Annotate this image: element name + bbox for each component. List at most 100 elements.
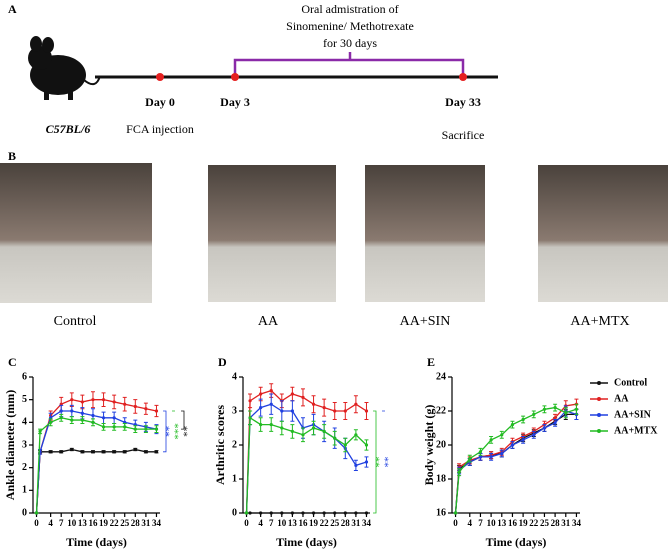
x-tick-label: 0	[453, 518, 458, 528]
point	[154, 409, 159, 413]
point	[364, 409, 369, 413]
point	[133, 427, 137, 431]
point	[123, 402, 127, 406]
point	[510, 423, 515, 427]
x-tick-label: 4	[468, 518, 473, 528]
x-tick-label: 16	[88, 518, 98, 528]
x-tick-label: 19	[99, 518, 109, 528]
mouse-icon	[28, 36, 101, 100]
point	[354, 433, 358, 437]
series-line	[245, 416, 367, 514]
point	[133, 404, 137, 409]
day-label: Day 0	[145, 95, 175, 109]
point	[311, 402, 316, 406]
point	[364, 511, 369, 515]
y-tick-label: 5	[22, 394, 27, 405]
point	[80, 400, 84, 404]
point	[290, 511, 294, 515]
x-tick-label: 25	[540, 518, 550, 528]
y-tick-label: 16	[436, 507, 446, 518]
x-tick-label: 13	[497, 518, 507, 528]
point	[468, 457, 472, 461]
point	[248, 416, 252, 420]
point	[34, 511, 39, 515]
x-tick-label: 7	[478, 518, 483, 528]
point	[500, 433, 504, 437]
significance: ***	[173, 423, 185, 440]
point	[354, 511, 358, 515]
point	[112, 416, 116, 420]
panel-letter: B	[8, 149, 16, 163]
series-line	[35, 448, 157, 514]
photo	[0, 163, 152, 303]
point	[311, 511, 316, 515]
x-tick-label: 25	[120, 518, 130, 528]
series-line	[454, 403, 577, 514]
point	[70, 418, 74, 422]
legend-marker	[597, 381, 601, 385]
panel-letter: C	[8, 355, 17, 369]
y-tick-label: 1	[22, 485, 27, 496]
y-tick-label: 4	[232, 371, 237, 382]
point	[478, 450, 483, 454]
point	[553, 421, 557, 425]
point	[364, 443, 369, 447]
event-dot	[231, 73, 239, 81]
point	[489, 455, 493, 459]
x-tick-label: 31	[351, 518, 361, 528]
point	[154, 450, 159, 454]
point	[144, 427, 148, 431]
point	[144, 450, 148, 454]
point	[259, 423, 263, 427]
y-tick-label: 2	[22, 462, 27, 473]
point	[553, 406, 557, 410]
point	[248, 511, 252, 515]
point	[59, 409, 63, 413]
y-axis-label: Arthritic scores	[213, 405, 227, 485]
photo-caption: AA+SIN	[400, 314, 451, 329]
series-line	[35, 417, 157, 514]
photo	[365, 165, 485, 302]
point	[521, 417, 525, 422]
point	[269, 423, 273, 427]
x-tick-label: 7	[59, 518, 64, 528]
point	[59, 450, 63, 454]
significance-bracket	[373, 410, 377, 514]
x-tick-label: 4	[258, 518, 263, 528]
x-tick-label: 22	[320, 518, 330, 528]
point	[259, 511, 263, 515]
x-axis-label: Time (days)	[276, 535, 337, 549]
y-tick-label: 3	[22, 439, 27, 450]
point	[343, 511, 347, 515]
x-tick-label: 16	[298, 518, 308, 528]
y-tick-label: 6	[22, 371, 27, 382]
panel-letter: E	[427, 355, 435, 369]
panel-letter: A	[8, 2, 17, 16]
significance: **	[182, 426, 194, 437]
x-axis-label: Time (days)	[486, 535, 547, 549]
point	[564, 411, 568, 415]
point	[322, 511, 326, 515]
point	[70, 409, 74, 413]
y-tick-label: 1	[232, 473, 237, 484]
point	[553, 416, 557, 420]
x-tick-label: 7	[269, 518, 274, 528]
point	[343, 409, 347, 413]
series-line	[454, 413, 577, 514]
panel-letter: D	[218, 355, 227, 369]
point	[144, 407, 148, 411]
y-tick-label: 4	[22, 417, 27, 428]
x-tick-label: 28	[341, 518, 351, 528]
x-tick-label: 34	[572, 518, 582, 528]
x-tick-label: 10	[67, 518, 77, 528]
point	[301, 511, 305, 515]
x-tick-label: 34	[152, 518, 162, 528]
point	[500, 451, 504, 456]
x-tick-label: 31	[141, 518, 151, 528]
point	[290, 392, 294, 396]
legend-label: AA+SIN	[614, 409, 652, 420]
point	[489, 438, 493, 442]
point	[542, 407, 547, 411]
event-dot	[156, 73, 164, 81]
